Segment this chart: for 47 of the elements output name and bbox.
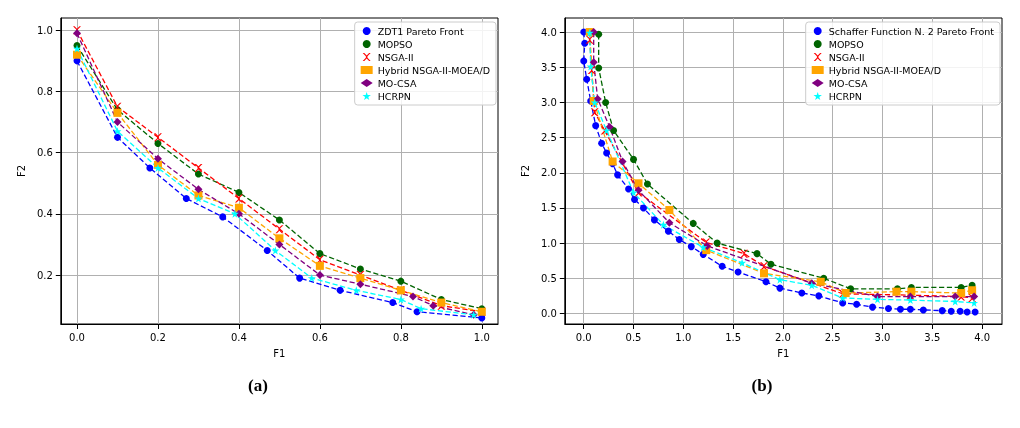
x-tick-label: 0.6 (311, 331, 328, 343)
y-tick-label: 0.6 (36, 147, 53, 159)
x-tick-label: 0.0 (69, 331, 85, 343)
legend-label: HCRPN (828, 90, 862, 102)
legend-label: ZDT1 Pareto Front (377, 25, 464, 37)
x-axis-title: F1 (777, 347, 790, 359)
legend-label: MO-CSA (828, 77, 868, 89)
x-tick-label: 1.5 (725, 331, 742, 343)
y-tick-label: 2.0 (540, 167, 557, 179)
legend-label: Hybrid NSGA-II-MOEA/D (377, 64, 491, 76)
legend-label: Schaffer Function N. 2 Pareto Front (828, 25, 995, 37)
y-tick-label: 0.0 (540, 307, 557, 319)
x-tick-label: 4.0 (974, 331, 991, 343)
y-tick-label: 3.5 (540, 61, 557, 73)
legend-label: MOPSO (377, 38, 413, 50)
legend-label: MO-CSA (377, 77, 417, 89)
y-axis-title: F2 (519, 164, 531, 178)
text: (b) (750, 376, 774, 396)
x-tick-label: 0.2 (150, 331, 166, 343)
y-tick-label: 0.2 (36, 269, 53, 281)
x-tick-label: 0.5 (625, 331, 642, 343)
y-tick-label: 1.0 (36, 24, 53, 36)
y-tick-label: 0.5 (540, 272, 557, 284)
legend-label: NSGA-II (828, 51, 865, 63)
x-tick-label: 2.5 (824, 331, 841, 343)
y-tick-label: 0.4 (36, 208, 53, 220)
x-tick-label: 3.0 (874, 331, 891, 343)
legend-label: MOPSO (828, 38, 864, 50)
legend-label: HCRPN (377, 90, 411, 102)
y-tick-label: 3.0 (540, 96, 557, 108)
text: (a) (247, 376, 269, 396)
x-axis-title: F1 (273, 347, 286, 359)
x-tick-label: 3.5 (924, 331, 941, 343)
legend-label: Hybrid NSGA-II-MOEA/D (828, 64, 942, 76)
y-tick-label: 2.5 (540, 132, 557, 144)
x-tick-label: 1.0 (473, 331, 490, 343)
y-tick-label: 1.0 (540, 237, 557, 249)
x-tick-label: 0.8 (392, 331, 409, 343)
x-tick-label: 0.0 (575, 331, 592, 343)
y-tick-label: 4.0 (540, 26, 557, 38)
x-tick-label: 1.0 (675, 331, 692, 343)
legend-label: NSGA-II (377, 51, 414, 63)
x-tick-label: 2.0 (774, 331, 791, 343)
y-axis-title: F2 (15, 164, 27, 178)
y-tick-label: 1.5 (540, 202, 557, 214)
x-tick-label: 0.4 (230, 331, 247, 343)
y-tick-label: 0.8 (36, 85, 53, 97)
